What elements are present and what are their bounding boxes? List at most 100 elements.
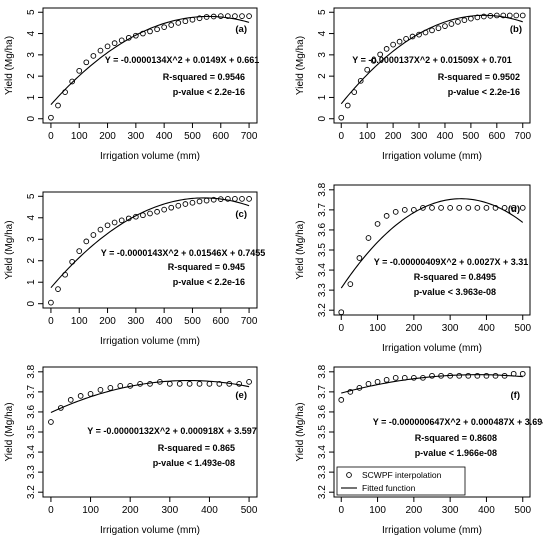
x-tick-label: 100 <box>369 323 386 334</box>
y-tick-label: 5 <box>317 9 328 15</box>
chart-panel-6: 0 100 200 300 400 500 3.2 3.3 3.4 3.5 3.6 3.7 3.8 Irr… <box>295 364 543 536</box>
y-tick-label: 3.6 <box>317 223 328 237</box>
data-point <box>175 202 182 209</box>
data-point <box>492 205 499 211</box>
data-point <box>519 370 526 377</box>
x-tick-label: 100 <box>71 316 88 327</box>
data-point <box>232 196 238 202</box>
legend: SCWPF interpolation Fitted function <box>336 466 466 496</box>
data-point <box>416 31 422 38</box>
data-point <box>69 78 76 85</box>
y-tick-label: 3 <box>26 236 37 242</box>
data-point <box>77 393 84 399</box>
data-point <box>510 205 517 211</box>
data-point <box>111 40 118 46</box>
equation-label: Y = -0.0000134X^2 + 0.0149X + 0.661 <box>105 55 259 65</box>
chart-panel-4: 0 100 200 300 400 500 3.2 3.3 3.4 3.5 3.6 3.7 3.8 Irr… <box>295 182 532 354</box>
y-axis-title: Yield (Mg/ha) <box>295 402 306 461</box>
x-tick-label: 0 <box>338 323 344 334</box>
data-point <box>87 391 94 397</box>
r-squared-label: R-squared = 0.9546 <box>163 72 245 82</box>
fitted-curve <box>340 198 524 289</box>
y-axis-title: Yield (Mg/ha) <box>4 220 15 279</box>
data-point <box>83 59 90 66</box>
data-point <box>246 378 252 385</box>
data-point <box>175 20 182 26</box>
data-point <box>519 205 526 211</box>
chart-panel-3: 0 100 200 300 400 500 600 700 0 1 2 3 4 5 Irrigation v… <box>4 191 265 347</box>
data-point <box>127 383 134 389</box>
p-value-label: p-value < 2.2e-16 <box>448 87 520 97</box>
equation-label: Y = -0.00000409X^2 + 0.0027X + 3.31 <box>374 257 528 267</box>
data-point <box>140 212 146 219</box>
legend-box <box>336 466 466 496</box>
data-point <box>364 66 371 73</box>
data-point <box>224 196 231 202</box>
data-point <box>62 271 68 278</box>
y-axis-title: Yield (Mg/ha) <box>295 36 306 95</box>
x-tick-label: 300 <box>442 505 459 516</box>
data-point <box>456 205 463 211</box>
y-tick-label: 3.4 <box>26 445 37 459</box>
data-point <box>501 205 508 211</box>
y-tick-label: 3.8 <box>317 364 328 378</box>
data-point <box>483 372 490 379</box>
y-tick-label: 4 <box>317 30 328 36</box>
data-point <box>48 419 54 425</box>
x-tick-label: 200 <box>99 316 116 327</box>
data-point <box>370 57 377 64</box>
data-point <box>474 372 481 379</box>
data-point <box>140 30 146 37</box>
data-point <box>448 21 455 27</box>
data-point <box>474 14 481 21</box>
x-tick-label: 400 <box>156 131 173 142</box>
data-point <box>224 13 231 19</box>
data-point <box>232 13 238 19</box>
data-point <box>206 381 213 387</box>
data-point <box>97 226 104 233</box>
x-tick-label: 0 <box>48 505 54 516</box>
data-point <box>493 12 500 19</box>
data-point <box>83 238 90 245</box>
panel-label: (f) <box>511 390 521 401</box>
data-point <box>161 24 168 31</box>
x-tick-label: 100 <box>369 505 386 516</box>
data-point <box>147 381 153 387</box>
data-point <box>76 248 83 254</box>
data-point <box>161 206 168 213</box>
data-point <box>377 51 383 58</box>
data-point <box>501 372 508 379</box>
data-point <box>347 281 354 287</box>
data-point <box>217 196 224 202</box>
data-point <box>442 23 448 29</box>
p-value-label: p-value < 1.966e-08 <box>415 448 497 458</box>
equation-label: Y = -0.00000132X^2 + 0.000918X + 3.597 <box>87 426 256 436</box>
x-tick-label: 0 <box>338 131 344 142</box>
y-tick-label: 1 <box>317 94 328 100</box>
y-tick-label: 0 <box>317 116 328 122</box>
x-tick-label: 600 <box>488 131 505 142</box>
data-point <box>90 53 97 59</box>
data-point <box>474 205 481 211</box>
data-point <box>383 376 390 383</box>
y-tick-label: 4 <box>26 30 37 36</box>
y-tick-label: 3.3 <box>26 465 37 479</box>
y-tick-label: 5 <box>26 9 37 15</box>
data-point <box>513 12 520 19</box>
data-point <box>210 13 217 20</box>
data-point <box>447 372 453 379</box>
data-point <box>347 389 354 395</box>
data-point <box>55 102 61 109</box>
y-tick-label: 1 <box>26 94 37 100</box>
data-point <box>117 383 124 389</box>
panel-label: (e) <box>235 390 247 401</box>
data-point <box>411 207 417 213</box>
y-tick-label: 1 <box>26 279 37 285</box>
data-point <box>176 381 183 387</box>
r-squared-label: R-squared = 0.9502 <box>438 72 520 82</box>
data-point <box>132 32 139 39</box>
data-point <box>392 374 399 381</box>
data-point <box>510 370 517 377</box>
data-point <box>239 13 245 19</box>
x-tick-label: 400 <box>437 131 454 142</box>
